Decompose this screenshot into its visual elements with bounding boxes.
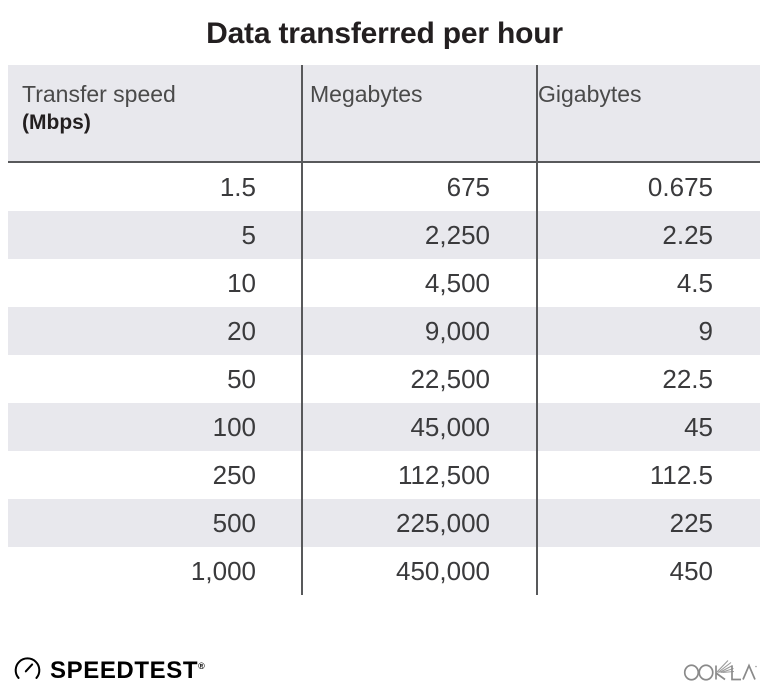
column-header-transfer-speed-label: Transfer speed — [22, 81, 176, 107]
cell-transfer-speed: 1,000 — [190, 556, 256, 586]
column-divider-2 — [536, 65, 538, 595]
cell-transfer-speed: 50 — [227, 364, 256, 394]
cell-gigabytes: 0.675 — [647, 172, 713, 202]
column-header-gigabytes: Gigabytes — [538, 81, 642, 107]
speedtest-wordmark-text: SPEEDTEST — [50, 657, 199, 684]
cell-transfer-speed: 100 — [212, 412, 256, 442]
cell-megabytes: 225,000 — [396, 508, 490, 538]
table-header-row: Transfer speed (Mbps) Megabytes Gigabyte… — [8, 65, 760, 163]
cell-gigabytes: 9 — [698, 316, 713, 346]
table-row: 100 45,000 45 — [8, 403, 760, 451]
cell-transfer-speed: 500 — [212, 508, 256, 538]
cell-megabytes: 9,000 — [424, 316, 490, 346]
data-table: Transfer speed (Mbps) Megabytes Gigabyte… — [8, 65, 760, 595]
table-row: 20 9,000 9 — [8, 307, 760, 355]
ookla-logo[interactable] — [683, 656, 757, 682]
column-header-megabytes: Megabytes — [310, 81, 423, 107]
table-row: 10 4,500 4.5 — [8, 259, 760, 307]
cell-megabytes: 112,500 — [397, 460, 490, 490]
cell-gigabytes: 112.5 — [649, 460, 713, 490]
cell-transfer-speed: 20 — [227, 316, 256, 346]
table-row: 500 225,000 225 — [8, 499, 760, 547]
cell-gigabytes: 225 — [669, 508, 713, 538]
cell-megabytes: 45,000 — [410, 412, 490, 442]
cell-transfer-speed: 5 — [241, 220, 256, 250]
column-header-transfer-speed: Transfer speed (Mbps) — [22, 79, 302, 137]
cell-megabytes: 2,250 — [424, 220, 490, 250]
cell-gigabytes: 4.5 — [676, 268, 713, 298]
table-row: 1,000 450,000 450 — [8, 547, 760, 595]
cell-megabytes: 675 — [446, 172, 490, 202]
cell-gigabytes: 45 — [684, 412, 713, 442]
table-row: 50 22,500 22.5 — [8, 355, 760, 403]
table-body: 1.5 675 0.675 5 2,250 2.25 10 4,500 4.5 20 9,000 9 5… — [8, 163, 760, 595]
footer: SPEEDTEST® — [0, 640, 769, 698]
column-header-transfer-speed-unit: (Mbps) — [22, 111, 91, 134]
speedtest-logo[interactable]: SPEEDTEST® — [14, 654, 205, 683]
cell-megabytes: 450,000 — [396, 556, 490, 586]
cell-megabytes: 22,500 — [410, 364, 490, 394]
column-divider-1 — [301, 65, 303, 595]
cell-transfer-speed: 250 — [212, 460, 256, 490]
cell-megabytes: 4,500 — [424, 268, 490, 298]
table-row: 250 112,500 112.5 — [8, 451, 760, 499]
cell-gigabytes: 22.5 — [662, 364, 713, 394]
cell-gigabytes: 450 — [669, 556, 713, 586]
cell-transfer-speed: 1.5 — [219, 172, 256, 202]
cell-transfer-speed: 10 — [227, 268, 256, 298]
cell-gigabytes: 2.25 — [662, 220, 713, 250]
speedtest-trademark-icon: ® — [198, 661, 206, 671]
speedometer-icon — [14, 657, 41, 679]
table-row: 1.5 675 0.675 — [8, 163, 760, 211]
speedtest-wordmark: SPEEDTEST® — [50, 654, 205, 683]
page-title: Data transferred per hour — [206, 17, 563, 50]
table-row: 5 2,250 2.25 — [8, 211, 760, 259]
